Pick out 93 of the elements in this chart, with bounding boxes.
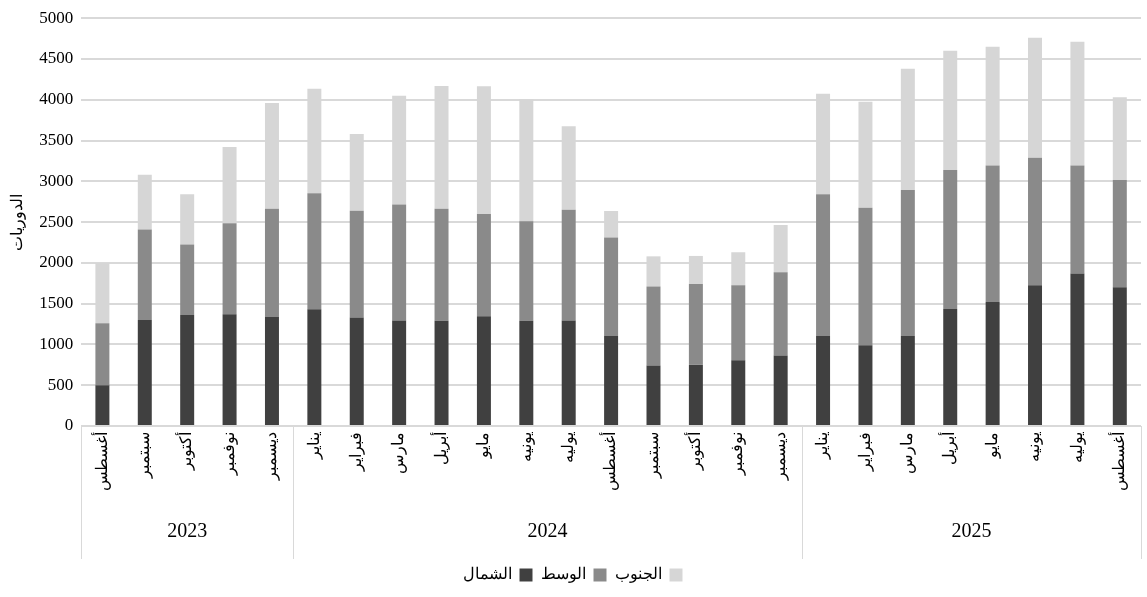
x-tick-label: ديسمبر [770, 432, 789, 481]
y-tick-label: 5000 [39, 7, 74, 27]
x-tick-label: ديسمبر [262, 432, 281, 481]
bar [264, 317, 279, 425]
bar [561, 320, 576, 425]
x-tick-label: مايو [982, 432, 1001, 459]
x-tick-label: يونيه [1025, 432, 1044, 462]
bar [137, 229, 152, 320]
y-tick-label: 2000 [39, 252, 74, 272]
y-tick-label: 2500 [39, 211, 74, 231]
x-tick-label: مارس [898, 432, 917, 474]
x-tick-label: مارس [389, 432, 408, 474]
bar [307, 193, 322, 310]
x-tick-label: أغسطس [599, 432, 620, 491]
x-tick-label: يوليه [1067, 432, 1086, 463]
y-tick-label: 4000 [39, 89, 74, 109]
y-axis-title: الدوريات [7, 193, 26, 251]
bar [688, 364, 703, 425]
bar [476, 213, 491, 317]
bar [307, 309, 322, 425]
bar [180, 315, 195, 425]
bar [943, 169, 958, 309]
x-tick-label: يوليه [558, 432, 577, 463]
bar [604, 237, 619, 336]
bar [561, 209, 576, 321]
bar [1070, 165, 1085, 274]
x-tick-label: أبريل [938, 432, 959, 465]
bar [985, 165, 1000, 303]
bar [95, 385, 110, 425]
bar [858, 345, 873, 425]
bar [349, 210, 364, 318]
bar [95, 323, 110, 386]
y-tick-label: 1000 [39, 333, 74, 353]
text: 2024 [527, 519, 568, 542]
bar [646, 365, 661, 425]
bar [731, 285, 746, 361]
bar [519, 221, 534, 321]
x-tick-label: سبتمبر [643, 432, 662, 479]
y-tick-label: 1500 [39, 293, 74, 313]
bar [519, 320, 534, 425]
x-tick-label: مايو [474, 432, 493, 459]
bar [646, 286, 661, 366]
bar [434, 320, 449, 425]
bar [985, 302, 1000, 425]
x-tick-label: أكتوبر [175, 432, 196, 471]
x-tick-label: يناير [304, 432, 323, 460]
x-tick-label: فبراير [346, 432, 365, 472]
x-tick-label: يونيه [516, 432, 535, 462]
bar [392, 320, 407, 425]
bar [900, 335, 915, 425]
bar [604, 335, 619, 425]
x-tick-label: أغسطس [1108, 432, 1129, 491]
x-tick-label: سبتمبر [134, 432, 153, 479]
bar [943, 308, 958, 425]
x-tick-label: فبراير [855, 432, 874, 472]
bar [434, 208, 449, 321]
x-tick-label: نوفمبر [728, 432, 747, 476]
bar [816, 194, 831, 336]
x-tick-label: يناير [813, 432, 832, 460]
bar [392, 204, 407, 321]
bar [222, 223, 237, 315]
text: 2025 [951, 519, 992, 542]
y-tick-label: 500 [47, 374, 74, 394]
bar [137, 319, 152, 425]
bar [349, 317, 364, 425]
bar [900, 189, 915, 336]
bar [688, 284, 703, 365]
y-tick-label: 3000 [39, 170, 74, 190]
bar [731, 360, 746, 425]
x-tick-label: نوفمبر [219, 432, 238, 476]
y-tick-label: 0 [64, 415, 74, 435]
y-tick-label: 4500 [39, 48, 74, 68]
bar [858, 207, 873, 346]
legend-label: الشمال [462, 565, 512, 583]
bar [1028, 285, 1043, 425]
bar [1070, 273, 1085, 425]
bar [222, 314, 237, 425]
text: 2023 [167, 519, 208, 542]
bar [816, 335, 831, 425]
bar [1028, 157, 1043, 286]
x-tick-label: أغسطس [90, 432, 111, 491]
bar [264, 208, 279, 318]
bar [1112, 287, 1127, 425]
bar [773, 272, 788, 356]
x-tick-label: أكتوبر [684, 432, 705, 471]
bar [773, 355, 788, 425]
legend-label: الجنوب [614, 565, 662, 584]
bar [180, 244, 195, 316]
bar [1112, 180, 1127, 288]
x-tick-label: أبريل [429, 432, 450, 465]
bar [476, 316, 491, 425]
legend-label: الوسط [540, 565, 586, 584]
y-tick-label: 3500 [39, 130, 74, 150]
